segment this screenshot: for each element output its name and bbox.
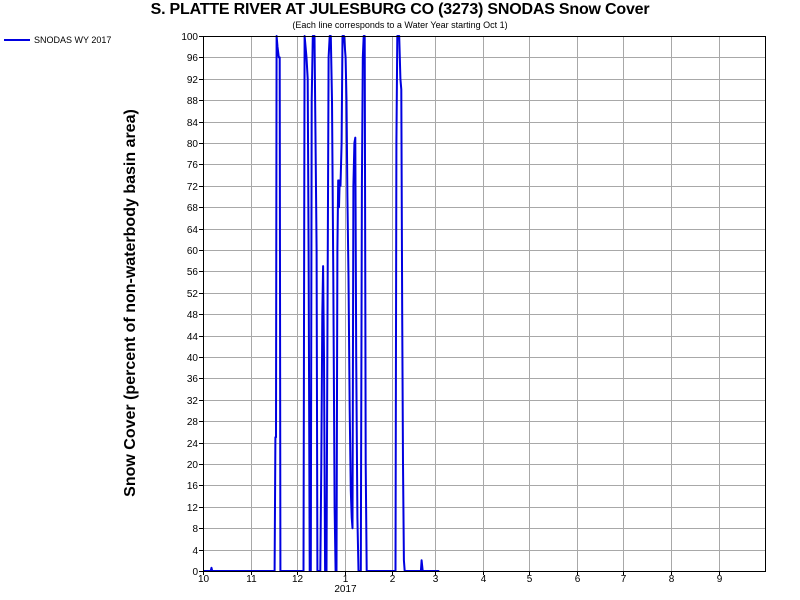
y-tick-label: 80	[187, 139, 199, 150]
y-tick-label: 84	[187, 118, 199, 129]
y-tick-label: 52	[187, 289, 199, 300]
x-tick-year-label: 2017	[334, 584, 357, 595]
x-tick-label: 6	[575, 574, 581, 585]
y-tick-label: 36	[187, 374, 199, 385]
legend-label: SNODAS WY 2017	[34, 35, 112, 45]
x-tick-label: 11	[246, 574, 257, 585]
y-tick-label: 24	[187, 439, 199, 450]
x-tick-label: 4	[481, 574, 487, 585]
y-tick-label: 96	[187, 53, 199, 64]
x-tick-label: 8	[669, 574, 675, 585]
series-line	[203, 35, 440, 572]
chart-legend: SNODAS WY 2017	[4, 35, 111, 45]
chart-subtitle: (Each line corresponds to a Water Year s…	[292, 20, 508, 30]
y-tick-label: 76	[187, 160, 199, 171]
y-tick-label: 16	[187, 481, 199, 492]
chart-title: S. PLATTE RIVER AT JULESBURG CO (3273) S…	[150, 1, 650, 18]
data-series	[203, 35, 440, 572]
y-axis-ticks: 0481216202428323640444852566064687276808…	[181, 32, 203, 578]
y-tick-label: 60	[187, 246, 199, 257]
y-tick-label: 92	[187, 75, 199, 86]
x-tick-label: 7	[621, 574, 627, 585]
y-tick-label: 8	[192, 524, 198, 535]
y-tick-label: 48	[187, 310, 199, 321]
y-tick-label: 40	[187, 353, 199, 364]
y-tick-label: 44	[187, 332, 199, 343]
plot-frame	[203, 36, 766, 572]
x-tick-label: 2	[390, 574, 396, 585]
y-tick-label: 100	[181, 32, 198, 43]
y-tick-label: 68	[187, 203, 199, 214]
x-tick-label: 12	[292, 574, 304, 585]
x-tick-label: 10	[198, 574, 210, 585]
x-tick-label: 3	[433, 574, 439, 585]
y-tick-label: 28	[187, 417, 199, 428]
y-tick-label: 0	[192, 567, 198, 578]
y-tick-label: 64	[187, 225, 199, 236]
x-tick-label: 5	[527, 574, 533, 585]
x-tick-label: 9	[717, 574, 723, 585]
y-tick-label: 32	[187, 396, 199, 407]
legend-line-swatch	[4, 39, 30, 41]
y-tick-label: 72	[187, 182, 199, 193]
y-tick-label: 12	[187, 503, 199, 514]
x-tick-label: 1	[343, 574, 349, 585]
y-tick-label: 88	[187, 96, 199, 107]
y-tick-label: 20	[187, 460, 199, 471]
y-tick-label: 56	[187, 267, 199, 278]
y-tick-label: 4	[192, 546, 198, 557]
grid-lines	[203, 36, 765, 572]
